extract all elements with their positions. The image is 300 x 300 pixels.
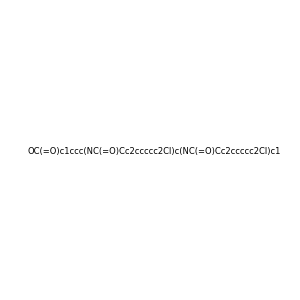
Text: OC(=O)c1ccc(NC(=O)Cc2ccccc2Cl)c(NC(=O)Cc2ccccc2Cl)c1: OC(=O)c1ccc(NC(=O)Cc2ccccc2Cl)c(NC(=O)Cc… bbox=[27, 147, 280, 156]
